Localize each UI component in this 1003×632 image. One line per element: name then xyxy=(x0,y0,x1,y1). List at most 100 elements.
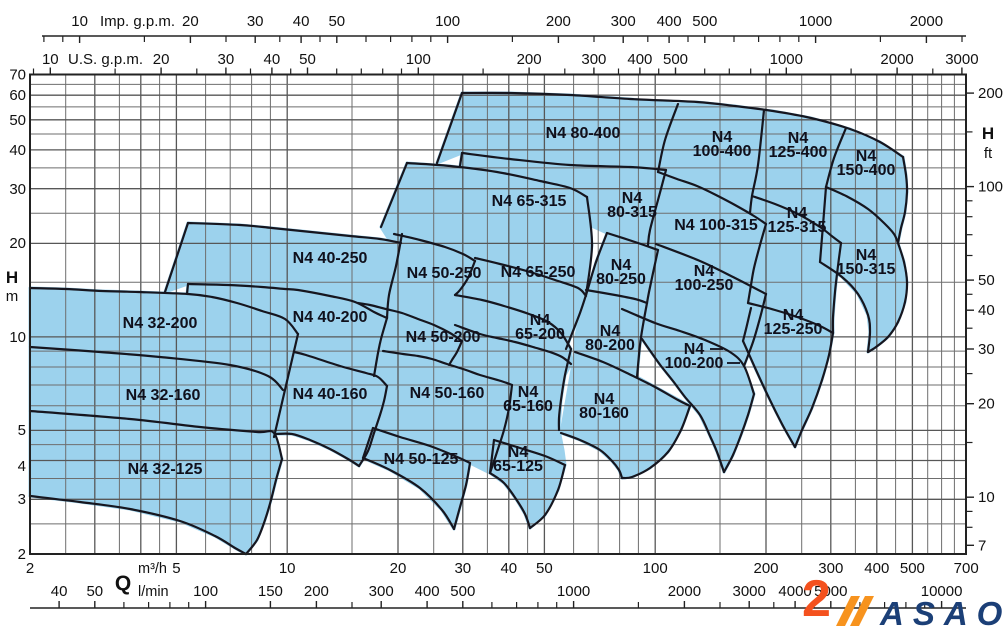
svg-text:N4 32-200: N4 32-200 xyxy=(123,315,198,332)
svg-text:N4: N4 xyxy=(712,129,733,146)
svg-text:N4 50-160: N4 50-160 xyxy=(410,385,485,402)
svg-text:N4 50-250: N4 50-250 xyxy=(407,265,482,282)
svg-text:100: 100 xyxy=(435,13,460,30)
svg-text:50: 50 xyxy=(328,13,345,30)
svg-text:40: 40 xyxy=(9,142,26,159)
svg-text:400: 400 xyxy=(657,13,682,30)
svg-text:2: 2 xyxy=(26,560,34,577)
svg-text:30: 30 xyxy=(9,181,26,198)
svg-text:1000: 1000 xyxy=(557,583,590,600)
svg-text:N4: N4 xyxy=(694,263,715,280)
svg-text:100: 100 xyxy=(643,560,668,577)
svg-text:150: 150 xyxy=(258,583,283,600)
svg-text:40: 40 xyxy=(293,13,310,30)
svg-text:N4: N4 xyxy=(788,130,809,147)
svg-text:3: 3 xyxy=(18,491,26,508)
svg-text:40: 40 xyxy=(978,302,995,319)
svg-text:5: 5 xyxy=(18,422,26,439)
svg-text:80-200: 80-200 xyxy=(585,337,635,354)
svg-text:40: 40 xyxy=(500,560,517,577)
svg-text:500: 500 xyxy=(900,560,925,577)
svg-text:80-315: 80-315 xyxy=(607,204,657,221)
svg-text:125-250: 125-250 xyxy=(764,321,823,338)
svg-text:4: 4 xyxy=(18,458,26,475)
svg-text:N4 40-160: N4 40-160 xyxy=(293,386,368,403)
svg-text:700: 700 xyxy=(954,560,979,577)
svg-text:N4: N4 xyxy=(508,444,529,461)
svg-text:150-315: 150-315 xyxy=(837,261,896,278)
svg-text:U.S. g.p.m.: U.S. g.p.m. xyxy=(68,51,143,68)
svg-text:ft: ft xyxy=(984,145,993,162)
svg-text:10: 10 xyxy=(978,489,995,506)
svg-text:10: 10 xyxy=(9,329,26,346)
svg-text:50: 50 xyxy=(9,112,26,129)
svg-text:N4: N4 xyxy=(594,391,615,408)
svg-text:3000: 3000 xyxy=(733,583,766,600)
svg-text:50: 50 xyxy=(536,560,553,577)
svg-text:200: 200 xyxy=(546,13,571,30)
svg-text:40: 40 xyxy=(51,583,68,600)
svg-text:40: 40 xyxy=(264,51,281,68)
svg-text:30: 30 xyxy=(978,341,995,358)
svg-text:2000: 2000 xyxy=(910,13,943,30)
svg-text:150-400: 150-400 xyxy=(837,162,896,179)
svg-text:100-200: 100-200 xyxy=(665,355,724,372)
svg-text:N4: N4 xyxy=(622,190,643,207)
svg-text:500: 500 xyxy=(663,51,688,68)
svg-text:5: 5 xyxy=(172,560,180,577)
svg-text:65-160: 65-160 xyxy=(503,398,553,415)
svg-text:N4 65-315: N4 65-315 xyxy=(492,193,567,210)
svg-text:50: 50 xyxy=(299,51,316,68)
svg-text:400: 400 xyxy=(627,51,652,68)
svg-text:N4 50-200: N4 50-200 xyxy=(406,329,481,346)
svg-text:500: 500 xyxy=(450,583,475,600)
svg-text:4000: 4000 xyxy=(778,583,811,600)
svg-text:1000: 1000 xyxy=(770,51,803,68)
svg-text:20: 20 xyxy=(182,13,199,30)
svg-text:30: 30 xyxy=(247,13,264,30)
svg-text:100: 100 xyxy=(978,179,1003,196)
svg-text:ASAO: ASAO xyxy=(879,595,1003,627)
svg-text:10: 10 xyxy=(71,13,88,30)
svg-text:30: 30 xyxy=(218,51,235,68)
svg-text:N4 40-250: N4 40-250 xyxy=(293,250,368,267)
svg-text:400: 400 xyxy=(415,583,440,600)
svg-text:H: H xyxy=(6,268,18,287)
svg-text:300: 300 xyxy=(611,13,636,30)
svg-text:2: 2 xyxy=(802,570,831,627)
svg-text:1000: 1000 xyxy=(799,13,832,30)
svg-text:10: 10 xyxy=(42,51,59,68)
svg-text:3000: 3000 xyxy=(945,51,978,68)
svg-text:N4 80-400: N4 80-400 xyxy=(546,125,621,142)
svg-text:10000: 10000 xyxy=(921,583,963,600)
svg-text:65-125: 65-125 xyxy=(493,458,543,475)
svg-text:Q: Q xyxy=(115,572,131,595)
svg-text:2000: 2000 xyxy=(880,51,913,68)
svg-text:50: 50 xyxy=(978,272,995,289)
svg-text:N4 32-160: N4 32-160 xyxy=(126,387,201,404)
svg-text:200: 200 xyxy=(304,583,329,600)
svg-text:20: 20 xyxy=(390,560,407,577)
svg-text:m: m xyxy=(6,288,19,305)
svg-text:N4: N4 xyxy=(787,205,808,222)
svg-text:N4: N4 xyxy=(684,341,705,358)
svg-text:100: 100 xyxy=(193,583,218,600)
svg-text:100-400: 100-400 xyxy=(693,143,752,160)
svg-text:125-400: 125-400 xyxy=(769,144,828,161)
svg-text:N4: N4 xyxy=(530,312,551,329)
svg-text:N4: N4 xyxy=(856,148,877,165)
svg-text:400: 400 xyxy=(864,560,889,577)
svg-text:N4 65-250: N4 65-250 xyxy=(501,264,576,281)
svg-text:2000: 2000 xyxy=(668,583,701,600)
svg-text:N4 50-125: N4 50-125 xyxy=(384,451,459,468)
svg-text:l/min: l/min xyxy=(138,584,169,600)
svg-text:500: 500 xyxy=(692,13,717,30)
svg-text:30: 30 xyxy=(454,560,471,577)
svg-text:70: 70 xyxy=(9,67,26,84)
svg-text:300: 300 xyxy=(581,51,606,68)
svg-text:200: 200 xyxy=(978,85,1003,102)
svg-text:N4 100-315: N4 100-315 xyxy=(674,217,758,234)
svg-text:100: 100 xyxy=(406,51,431,68)
svg-text:80-250: 80-250 xyxy=(596,271,646,288)
svg-text:N4: N4 xyxy=(600,323,621,340)
